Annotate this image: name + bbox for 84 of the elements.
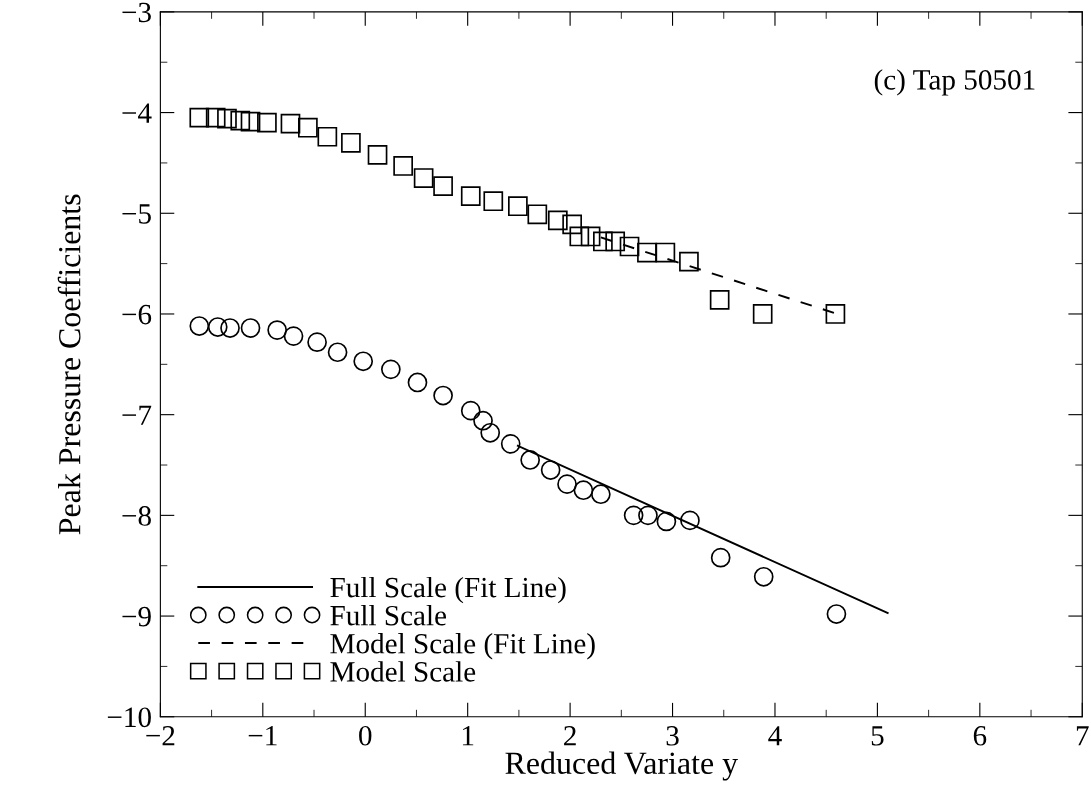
point <box>189 107 210 128</box>
point <box>240 111 261 132</box>
point <box>433 176 453 196</box>
point <box>317 126 338 147</box>
x-tick-label: 4 <box>768 726 782 746</box>
point <box>605 231 626 252</box>
point <box>298 117 318 138</box>
point <box>709 290 730 310</box>
point <box>267 320 288 340</box>
point <box>569 226 590 247</box>
point <box>283 326 304 346</box>
x-tick-label: 5 <box>871 726 884 746</box>
point <box>217 108 237 129</box>
point <box>623 505 644 526</box>
point <box>753 566 774 587</box>
point <box>380 359 401 380</box>
point <box>367 145 388 165</box>
point <box>207 317 228 337</box>
point <box>520 450 541 470</box>
point <box>638 505 658 526</box>
point <box>473 410 493 431</box>
legend-label: Full Scale (Fit Line) <box>330 576 566 604</box>
point <box>508 196 528 217</box>
point <box>480 422 501 443</box>
point <box>220 318 240 338</box>
point <box>393 156 414 176</box>
x-tick-label: 2 <box>564 726 576 746</box>
point <box>573 480 594 501</box>
point <box>540 460 561 480</box>
point <box>460 186 481 207</box>
point <box>230 110 251 131</box>
point <box>407 372 428 393</box>
legend-label: Model Scale <box>330 661 476 682</box>
point <box>826 604 847 624</box>
point <box>637 242 657 263</box>
point <box>257 112 277 133</box>
point <box>590 484 611 505</box>
point <box>189 316 210 336</box>
x-tick-label: 3 <box>666 726 679 746</box>
point <box>341 132 361 153</box>
point <box>413 168 434 188</box>
point <box>752 304 773 324</box>
x-tick-label: 1 <box>462 726 474 746</box>
point <box>593 231 613 252</box>
x-axis-title: Reduced Variate y <box>505 751 738 781</box>
point <box>562 214 583 235</box>
point <box>619 236 640 257</box>
point <box>483 191 504 212</box>
y-tick-label: −3 <box>122 2 151 23</box>
point <box>433 385 453 406</box>
annotation: (c) Tap 50501 <box>874 69 1035 96</box>
y-tick-label: −5 <box>122 204 151 224</box>
y-tick-label: −7 <box>122 405 152 425</box>
point <box>580 226 601 247</box>
point <box>825 304 846 324</box>
point <box>460 400 481 421</box>
point <box>656 511 677 532</box>
point <box>240 318 261 338</box>
point <box>353 351 374 372</box>
y-tick-label: −9 <box>122 606 151 627</box>
point <box>280 113 301 134</box>
point <box>527 204 548 225</box>
point <box>307 332 327 353</box>
x-tick-label: 6 <box>973 726 987 746</box>
point <box>547 210 568 231</box>
legend-label: Full Scale <box>330 604 446 626</box>
y-tick-label: −10 <box>107 707 151 728</box>
x-tick-label: 0 <box>359 725 372 746</box>
point <box>500 434 521 454</box>
point <box>557 474 577 495</box>
y-tick-label: −6 <box>122 304 152 325</box>
x-tick-label: −1 <box>248 726 277 746</box>
x-tick-label: 7 <box>1076 726 1089 746</box>
point <box>710 547 731 568</box>
point <box>655 242 676 263</box>
x-tick-label: −2 <box>146 726 175 746</box>
y-tick-label: −4 <box>122 103 152 123</box>
point <box>205 107 226 128</box>
point <box>327 342 348 363</box>
y-axis-title: Peak Pressure Coefficients <box>57 194 81 535</box>
point <box>680 510 700 531</box>
y-tick-label: −8 <box>122 506 151 526</box>
legend-label: Model Scale (Fit Line) <box>330 633 595 660</box>
point <box>679 251 699 272</box>
